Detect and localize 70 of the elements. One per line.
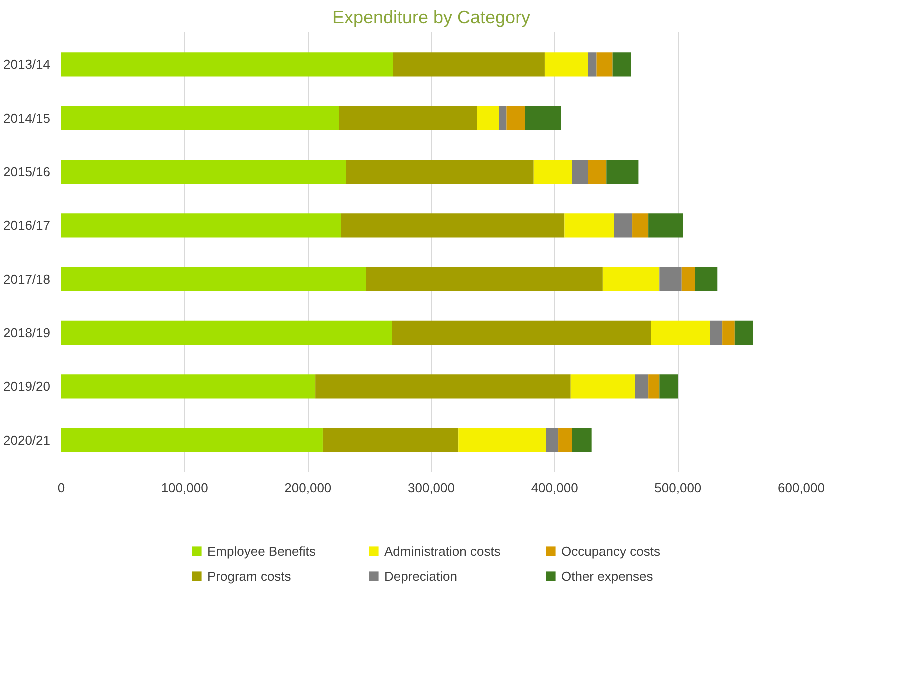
bar: [596, 52, 613, 77]
y-tick-label: 2017/18: [4, 272, 51, 287]
y-tick-label: 2016/17: [4, 218, 51, 234]
bar: [614, 214, 633, 238]
bar: [572, 428, 592, 452]
x-tick-label: 600,000: [778, 480, 826, 496]
bar: [341, 214, 565, 238]
y-tick-label: 2013/14: [4, 57, 51, 72]
bar: [62, 52, 394, 77]
x-tick-label: 100,000: [161, 480, 208, 496]
chart-title: Expenditure by Category: [332, 8, 531, 28]
bar: [62, 320, 392, 346]
bar: [648, 214, 684, 238]
bar: [710, 320, 723, 346]
bar: [682, 267, 696, 292]
x-tick-label: 400,000: [531, 480, 578, 496]
bar: [525, 106, 561, 130]
bar: [62, 214, 342, 238]
y-tick-label: 2018/19: [4, 325, 51, 340]
bar: [558, 428, 572, 452]
bar: [660, 374, 678, 399]
bar: [651, 320, 710, 346]
bar: [544, 52, 588, 77]
bar: [635, 374, 649, 399]
x-tick-label: 500,000: [654, 480, 702, 496]
y-tick-label: 2020/21: [4, 432, 51, 448]
x-tick-label: 200,000: [284, 480, 332, 496]
bar: [648, 374, 660, 399]
y-tick-label: 2014/15: [4, 110, 51, 126]
x-tick-label: 300,000: [408, 480, 456, 496]
legend-label: Administration costs: [384, 544, 502, 559]
bar: [722, 320, 735, 346]
x-tick-label: 0: [58, 480, 66, 496]
bar: [534, 160, 572, 184]
bar: [602, 267, 660, 292]
bar: [62, 106, 339, 130]
bar: [62, 160, 346, 184]
bar: [606, 160, 639, 184]
bar: [660, 267, 682, 292]
bar: [346, 160, 534, 184]
bar: [506, 106, 526, 130]
y-tick-label: 2015/16: [4, 164, 51, 180]
legend-label: Occupancy costs: [561, 544, 662, 559]
bar: [612, 52, 632, 77]
bar: [62, 428, 323, 452]
bar: [564, 214, 614, 238]
bar: [572, 160, 588, 184]
bar: [322, 428, 459, 452]
bar: [458, 428, 546, 452]
bar: [570, 374, 635, 399]
bar: [316, 374, 571, 399]
bar: [499, 106, 507, 130]
bar: [392, 320, 652, 346]
bar: [695, 267, 718, 292]
bar: [734, 320, 754, 346]
bar: [366, 267, 603, 292]
legend-label: Other expenses: [561, 568, 654, 584]
bar: [546, 428, 559, 452]
y-tick-label: 2019/20: [4, 379, 51, 394]
bar: [477, 106, 500, 130]
bar: [588, 52, 597, 77]
legend-label: Program costs: [207, 568, 292, 584]
legend-label: Depreciation: [384, 568, 458, 584]
bar: [62, 267, 366, 292]
bar: [632, 214, 649, 238]
bar: [393, 52, 545, 77]
bar: [62, 374, 316, 399]
bar: [588, 160, 607, 184]
bar: [339, 106, 478, 130]
legend-label: Employee Benefits: [207, 544, 317, 559]
